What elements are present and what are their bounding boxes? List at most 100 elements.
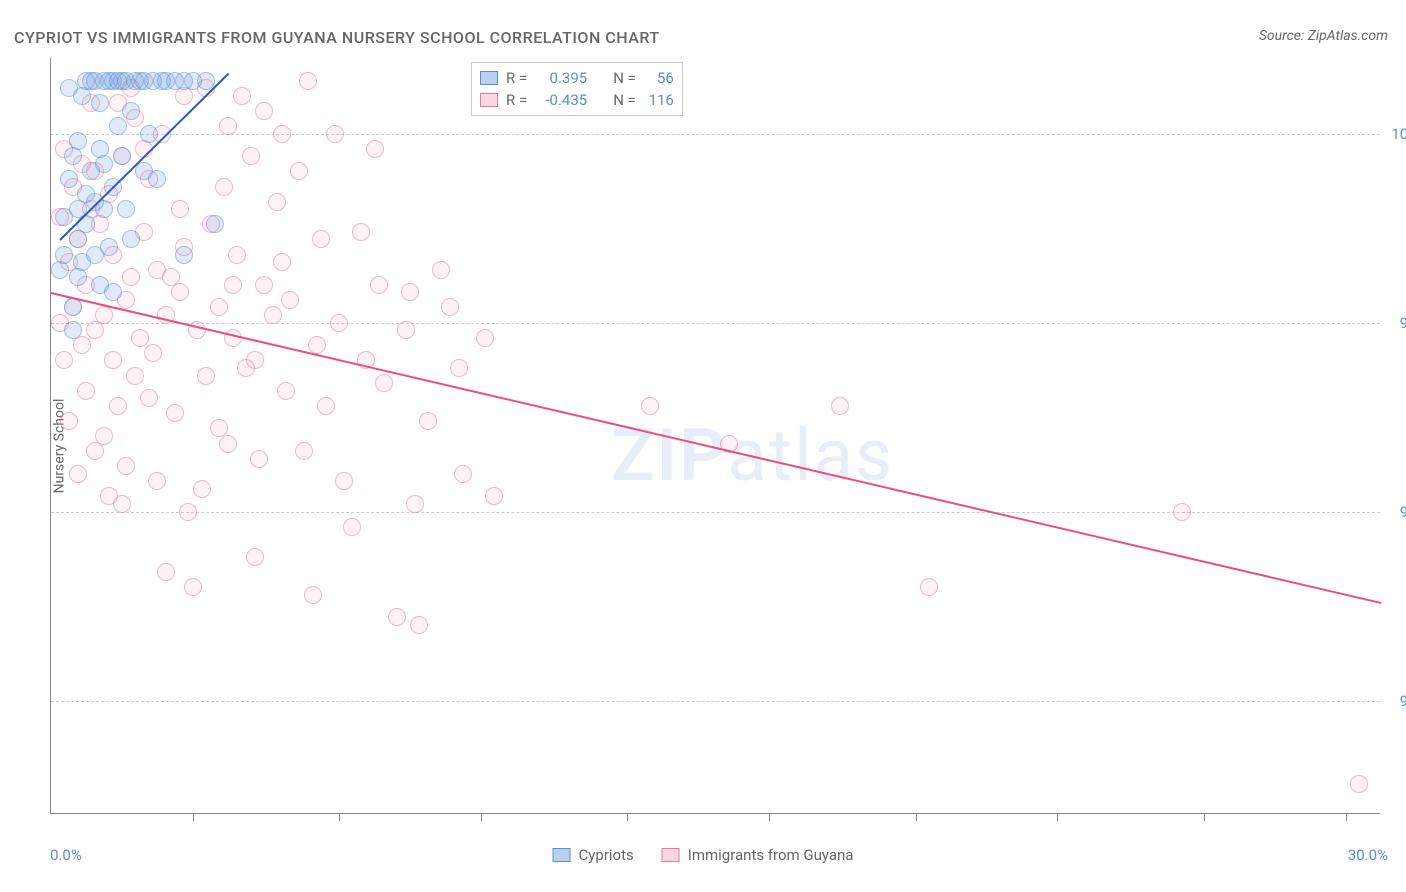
scatter-point-pink	[641, 397, 659, 415]
swatch-b-icon	[480, 93, 498, 107]
scatter-point-pink	[113, 495, 131, 513]
scatter-point-pink	[104, 351, 122, 369]
stats-legend-box: R = 0.395 N = 56 R = -0.435 N = 116	[471, 62, 683, 116]
scatter-point-blue	[122, 230, 140, 248]
x-tick	[627, 813, 628, 821]
legend-item-b: Immigrants from Guyana	[662, 846, 854, 864]
scatter-point-blue	[113, 147, 131, 165]
r-value-b: -0.435	[535, 89, 587, 111]
scatter-point-pink	[197, 367, 215, 385]
scatter-point-pink	[317, 397, 335, 415]
r-value-a: 0.395	[535, 67, 587, 89]
scatter-point-pink	[375, 374, 393, 392]
legend-swatch-b-icon	[662, 848, 680, 862]
scatter-point-pink	[171, 200, 189, 218]
legend-swatch-a-icon	[553, 848, 571, 862]
scatter-point-pink	[162, 268, 180, 286]
chart-title: CYPRIOT VS IMMIGRANTS FROM GUYANA NURSER…	[14, 28, 660, 47]
scatter-point-pink	[343, 518, 361, 536]
scatter-point-pink	[273, 253, 291, 271]
scatter-point-pink	[95, 427, 113, 445]
scatter-point-blue	[64, 321, 82, 339]
scatter-point-pink	[184, 578, 202, 596]
x-tick	[193, 813, 194, 821]
scatter-point-pink	[77, 382, 95, 400]
scatter-point-blue	[175, 246, 193, 264]
scatter-point-pink	[148, 472, 166, 490]
scatter-point-pink	[179, 503, 197, 521]
scatter-point-pink	[255, 276, 273, 294]
scatter-point-pink	[233, 87, 251, 105]
gridline	[51, 701, 1380, 702]
scatter-point-pink	[109, 397, 127, 415]
scatter-point-pink	[246, 351, 264, 369]
scatter-point-pink	[228, 246, 246, 264]
scatter-point-pink	[255, 102, 273, 120]
x-tick	[481, 813, 482, 821]
scatter-point-pink	[122, 268, 140, 286]
scatter-point-pink	[366, 140, 384, 158]
scatter-point-blue	[104, 283, 122, 301]
scatter-point-blue	[117, 200, 135, 218]
scatter-point-pink	[920, 578, 938, 596]
scatter-point-pink	[242, 147, 260, 165]
source-label: Source: ZipAtlas.com	[1259, 28, 1388, 44]
scatter-point-pink	[219, 435, 237, 453]
scatter-point-pink	[476, 329, 494, 347]
scatter-point-blue	[69, 268, 87, 286]
x-tick	[1346, 813, 1347, 821]
scatter-point-pink	[95, 306, 113, 324]
scatter-point-blue	[140, 125, 158, 143]
gridline	[51, 134, 1380, 135]
stats-row-b: R = -0.435 N = 116	[480, 89, 674, 111]
scatter-point-pink	[330, 314, 348, 332]
scatter-point-blue	[95, 155, 113, 173]
scatter-point-pink	[352, 223, 370, 241]
scatter-point-blue	[148, 170, 166, 188]
legend-item-a: Cypriots	[553, 846, 634, 864]
scatter-point-blue	[69, 132, 87, 150]
scatter-point-blue	[206, 215, 224, 233]
scatter-point-pink	[219, 117, 237, 135]
n-value-a: 56	[644, 67, 674, 89]
scatter-point-pink	[295, 442, 313, 460]
scatter-point-pink	[419, 412, 437, 430]
x-tick	[769, 813, 770, 821]
scatter-point-pink	[441, 298, 459, 316]
x-tick	[1057, 813, 1058, 821]
scatter-point-pink	[224, 276, 242, 294]
scatter-point-pink	[281, 291, 299, 309]
scatter-point-pink	[69, 465, 87, 483]
scatter-point-blue	[109, 117, 127, 135]
y-tick-label: 92.5%	[1400, 692, 1406, 710]
scatter-point-pink	[250, 450, 268, 468]
scatter-point-pink	[144, 344, 162, 362]
x-max-label: 30.0%	[1348, 846, 1388, 864]
scatter-point-blue	[64, 298, 82, 316]
scatter-point-pink	[397, 321, 415, 339]
scatter-point-pink	[73, 336, 91, 354]
scatter-point-blue	[55, 246, 73, 264]
plot-area: ZIPatlas R = 0.395 N = 56 R = -0.435 N =…	[50, 58, 1380, 814]
scatter-point-blue	[122, 102, 140, 120]
n-value-b: 116	[644, 89, 674, 111]
x-tick	[916, 813, 917, 821]
scatter-point-blue	[60, 170, 78, 188]
scatter-point-pink	[299, 72, 317, 90]
y-tick-label: 95.0%	[1400, 503, 1406, 521]
scatter-point-pink	[277, 382, 295, 400]
scatter-point-pink	[60, 412, 78, 430]
scatter-point-pink	[370, 276, 388, 294]
swatch-a-icon	[480, 71, 498, 85]
x-min-label: 0.0%	[50, 846, 82, 864]
scatter-point-pink	[126, 367, 144, 385]
scatter-point-pink	[268, 193, 286, 211]
scatter-point-pink	[166, 404, 184, 422]
chart-container: CYPRIOT VS IMMIGRANTS FROM GUYANA NURSER…	[0, 0, 1406, 892]
scatter-point-blue	[91, 94, 109, 112]
scatter-point-pink	[312, 230, 330, 248]
scatter-point-pink	[401, 283, 419, 301]
scatter-point-pink	[215, 178, 233, 196]
stats-row-a: R = 0.395 N = 56	[480, 67, 674, 89]
scatter-point-pink	[1350, 775, 1368, 793]
